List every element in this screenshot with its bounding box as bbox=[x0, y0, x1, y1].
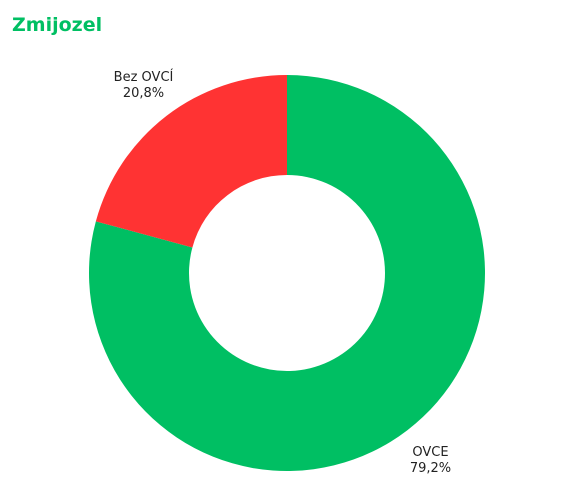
chart-title: Zmijozel bbox=[12, 14, 102, 36]
donut-slice bbox=[95, 75, 288, 248]
slice-value-label: 20,8% bbox=[123, 86, 164, 101]
donut-slice bbox=[89, 75, 486, 471]
slice-value-label: 79,2% bbox=[410, 461, 451, 476]
slice-label: Bez OVCÍ bbox=[114, 69, 174, 85]
slice-label: OVCE bbox=[412, 445, 448, 460]
